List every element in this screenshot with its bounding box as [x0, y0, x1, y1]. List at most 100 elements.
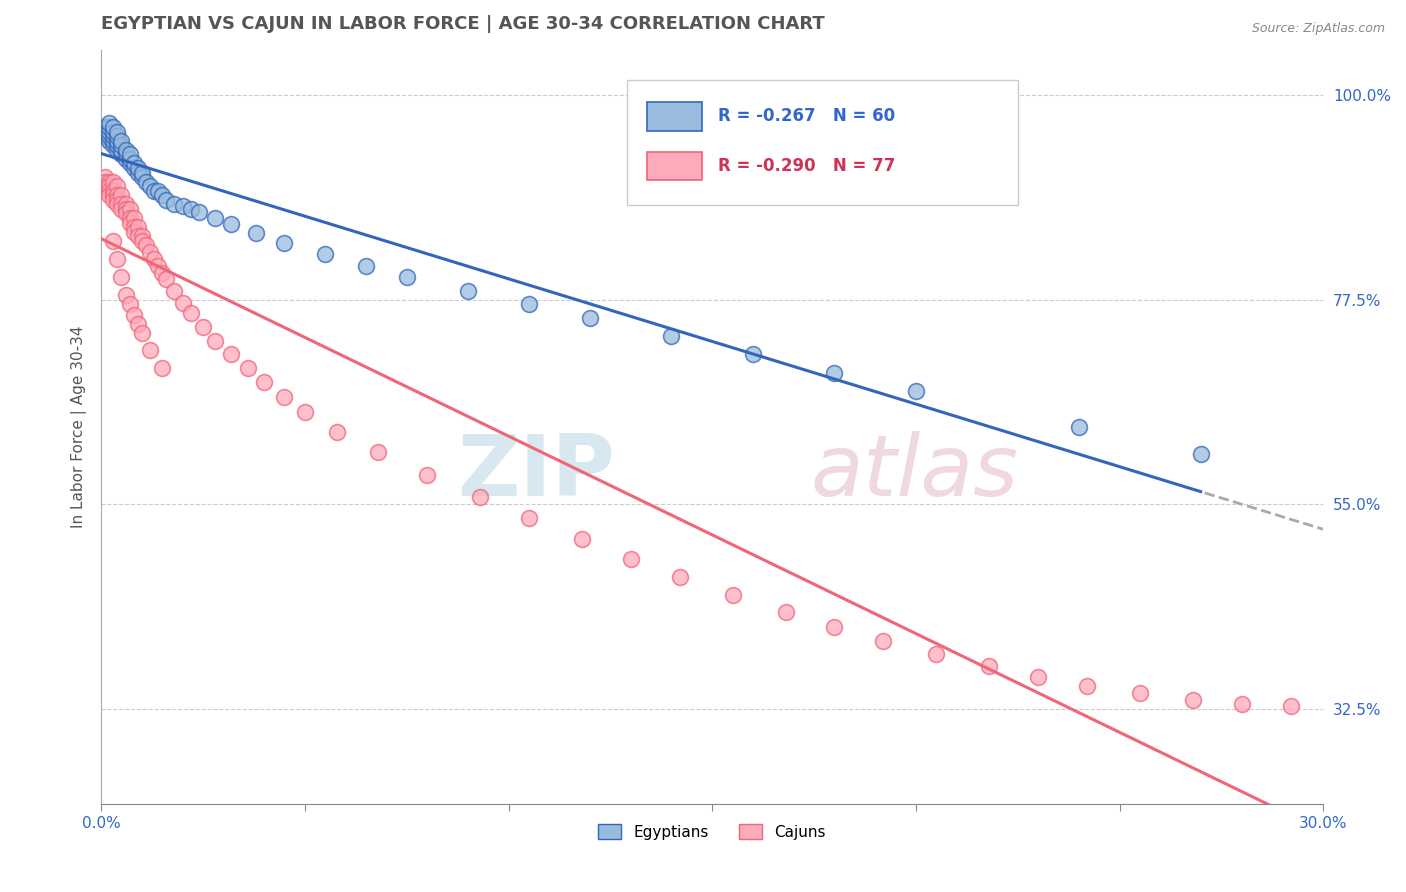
Point	[135, 175, 157, 189]
Point	[131, 170, 153, 185]
Point	[122, 156, 145, 170]
Point	[775, 605, 797, 619]
Point	[110, 147, 132, 161]
Point	[127, 165, 149, 179]
Point	[107, 193, 129, 207]
Point	[1067, 420, 1090, 434]
Point	[107, 125, 129, 139]
Point	[118, 211, 141, 225]
Point	[107, 134, 129, 148]
Point	[118, 215, 141, 229]
Point	[204, 211, 226, 225]
Point	[139, 244, 162, 259]
Point	[150, 266, 173, 280]
Point	[107, 188, 129, 202]
Point	[110, 270, 132, 285]
Point	[742, 347, 765, 361]
Point	[94, 179, 117, 194]
Point	[98, 125, 121, 139]
Point	[273, 235, 295, 250]
Point	[416, 468, 439, 483]
Point	[131, 165, 153, 179]
Point	[118, 202, 141, 216]
Point	[114, 197, 136, 211]
Legend: Egyptians, Cajuns: Egyptians, Cajuns	[592, 817, 832, 846]
Point	[127, 229, 149, 244]
Point	[1026, 670, 1049, 684]
Point	[925, 648, 948, 662]
Point	[131, 229, 153, 244]
Point	[517, 511, 540, 525]
Point	[94, 129, 117, 144]
Point	[180, 202, 202, 216]
Point	[668, 570, 690, 584]
Point	[180, 306, 202, 320]
Point	[253, 375, 276, 389]
Point	[1279, 699, 1302, 714]
Text: R = -0.267   N = 60: R = -0.267 N = 60	[718, 107, 896, 125]
Text: EGYPTIAN VS CAJUN IN LABOR FORCE | AGE 30-34 CORRELATION CHART: EGYPTIAN VS CAJUN IN LABOR FORCE | AGE 3…	[101, 15, 825, 33]
Point	[1076, 679, 1098, 693]
Text: ZIP: ZIP	[457, 431, 614, 514]
Point	[1181, 693, 1204, 707]
Point	[94, 170, 117, 185]
Point	[122, 308, 145, 322]
Point	[823, 366, 845, 380]
Point	[114, 202, 136, 216]
Point	[294, 404, 316, 418]
Point	[110, 134, 132, 148]
Point	[135, 238, 157, 252]
Point	[110, 188, 132, 202]
Point	[122, 225, 145, 239]
Point	[114, 147, 136, 161]
Point	[146, 259, 169, 273]
Point	[131, 326, 153, 341]
Point	[146, 184, 169, 198]
Point	[457, 284, 479, 298]
Point	[103, 234, 125, 248]
Point	[127, 220, 149, 235]
Point	[823, 620, 845, 634]
Point	[150, 188, 173, 202]
Point	[367, 444, 389, 458]
Point	[721, 588, 744, 602]
Point	[98, 120, 121, 134]
Text: atlas: atlas	[810, 431, 1018, 514]
Point	[143, 252, 166, 266]
Point	[98, 115, 121, 129]
Point	[103, 134, 125, 148]
Point	[273, 390, 295, 404]
Point	[172, 295, 194, 310]
Point	[571, 532, 593, 546]
Point	[94, 120, 117, 134]
Point	[118, 156, 141, 170]
Point	[1230, 698, 1253, 712]
Point	[127, 318, 149, 332]
Point	[163, 284, 186, 298]
Point	[150, 361, 173, 376]
Point	[103, 193, 125, 207]
Point	[163, 197, 186, 211]
Point	[98, 188, 121, 202]
Point	[979, 659, 1001, 673]
Point	[114, 288, 136, 302]
Point	[172, 199, 194, 213]
Point	[579, 310, 602, 325]
Point	[103, 184, 125, 198]
Point	[114, 206, 136, 220]
Point	[107, 252, 129, 266]
Point	[468, 490, 491, 504]
Point	[118, 147, 141, 161]
Y-axis label: In Labor Force | Age 30-34: In Labor Force | Age 30-34	[72, 326, 87, 528]
Point	[221, 218, 243, 232]
Point	[122, 220, 145, 235]
Bar	[647, 102, 703, 130]
Point	[326, 425, 349, 439]
Point	[94, 125, 117, 139]
Text: R = -0.290   N = 77: R = -0.290 N = 77	[718, 157, 896, 175]
Point	[122, 161, 145, 175]
Point	[661, 329, 683, 343]
Point	[191, 320, 214, 334]
Point	[517, 297, 540, 311]
Point	[236, 361, 259, 376]
